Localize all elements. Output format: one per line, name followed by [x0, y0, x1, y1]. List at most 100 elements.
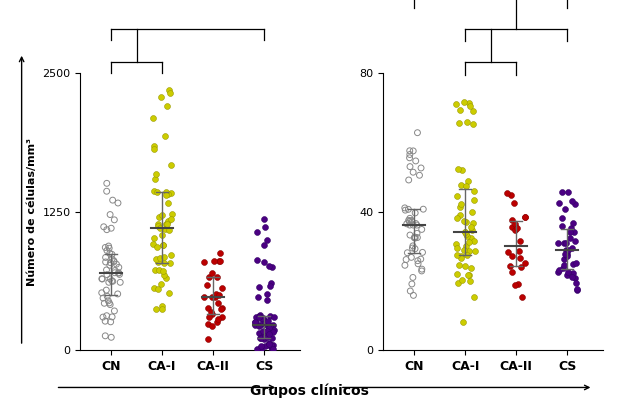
- Point: [258, 328, 268, 334]
- Point: [107, 256, 117, 262]
- Point: [408, 243, 418, 249]
- Point: [106, 259, 116, 266]
- Point: [255, 346, 265, 353]
- Point: [407, 281, 417, 287]
- Point: [149, 284, 159, 291]
- Point: [252, 346, 262, 353]
- Point: [554, 200, 564, 206]
- Point: [462, 251, 472, 258]
- Point: [460, 229, 470, 236]
- Point: [469, 237, 479, 244]
- Point: [402, 249, 412, 256]
- Point: [464, 247, 474, 254]
- Point: [451, 241, 460, 247]
- Title: CD14$^+$: CD14$^+$: [467, 0, 519, 4]
- Point: [156, 280, 166, 287]
- Point: [520, 214, 530, 221]
- Point: [566, 225, 576, 231]
- Point: [108, 278, 117, 284]
- Point: [410, 234, 420, 240]
- Point: [400, 207, 410, 213]
- Point: [260, 333, 270, 339]
- Point: [264, 330, 274, 337]
- Point: [412, 222, 422, 228]
- Point: [457, 277, 467, 284]
- Point: [114, 271, 124, 278]
- Point: [405, 288, 415, 294]
- Point: [507, 268, 517, 275]
- Point: [100, 318, 110, 324]
- Point: [112, 291, 122, 297]
- Point: [412, 129, 422, 136]
- Point: [563, 247, 573, 254]
- Point: [569, 269, 578, 276]
- Point: [149, 145, 159, 152]
- Point: [266, 342, 276, 348]
- Point: [159, 260, 169, 267]
- Point: [460, 243, 470, 249]
- Point: [265, 283, 275, 290]
- Point: [467, 224, 476, 230]
- Point: [453, 280, 463, 287]
- Point: [255, 312, 265, 319]
- Point: [260, 343, 270, 349]
- Point: [262, 290, 272, 297]
- Point: [101, 287, 111, 293]
- Point: [206, 308, 216, 315]
- Point: [161, 221, 171, 228]
- Point: [461, 183, 471, 190]
- Point: [107, 278, 117, 284]
- Point: [215, 250, 225, 257]
- Point: [558, 265, 568, 272]
- Point: [113, 200, 123, 206]
- Point: [404, 218, 414, 225]
- Point: [570, 238, 580, 244]
- Point: [468, 107, 478, 114]
- Point: [200, 294, 210, 300]
- Point: [151, 255, 161, 262]
- Point: [99, 300, 109, 306]
- Point: [257, 316, 267, 323]
- Point: [214, 258, 224, 265]
- Point: [102, 271, 112, 278]
- Point: [260, 224, 270, 230]
- Point: [455, 253, 465, 259]
- Point: [209, 258, 219, 265]
- Point: [163, 191, 173, 197]
- Point: [97, 276, 107, 282]
- Point: [407, 254, 417, 260]
- Point: [469, 293, 479, 300]
- Point: [470, 248, 480, 254]
- Point: [256, 346, 266, 353]
- Point: [250, 322, 260, 328]
- Point: [502, 190, 512, 197]
- Point: [166, 189, 176, 196]
- Point: [250, 319, 260, 325]
- Point: [557, 214, 567, 221]
- Point: [208, 270, 218, 277]
- Point: [263, 318, 273, 324]
- Point: [266, 346, 276, 353]
- Point: [109, 258, 119, 265]
- Point: [407, 245, 417, 251]
- Point: [408, 292, 418, 299]
- Point: [464, 271, 473, 278]
- Point: [152, 243, 162, 250]
- Point: [259, 259, 269, 265]
- Point: [510, 220, 520, 227]
- Point: [510, 227, 520, 233]
- Y-axis label: Número de células/mm³: Número de células/mm³: [27, 138, 37, 286]
- Point: [513, 280, 523, 287]
- Point: [156, 212, 166, 218]
- Point: [507, 224, 517, 230]
- Point: [97, 289, 107, 296]
- Point: [102, 226, 112, 233]
- Point: [461, 230, 471, 237]
- Point: [562, 247, 572, 253]
- Point: [456, 182, 466, 188]
- Point: [268, 329, 277, 335]
- Point: [164, 87, 174, 94]
- Point: [156, 94, 166, 101]
- Point: [203, 336, 213, 343]
- Point: [452, 214, 462, 221]
